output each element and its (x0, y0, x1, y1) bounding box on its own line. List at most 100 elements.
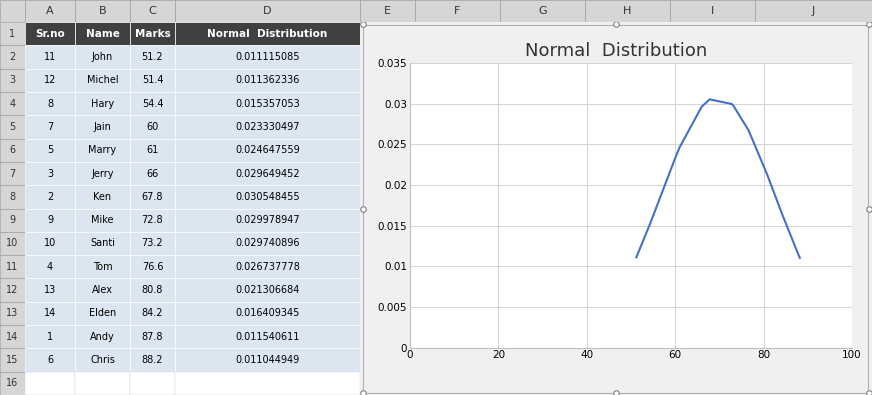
Text: Normal  Distribution: Normal Distribution (208, 29, 328, 39)
Bar (0, 45, 25, 69)
Text: A: A (46, 6, 54, 16)
Bar (0, 115, 25, 139)
Bar (175, 278, 360, 302)
Text: 11: 11 (44, 52, 56, 62)
Text: 14: 14 (44, 308, 56, 318)
Text: 0.029978947: 0.029978947 (235, 215, 300, 225)
Text: 1: 1 (47, 332, 53, 342)
Text: 84.2: 84.2 (142, 308, 163, 318)
Text: F: F (454, 6, 460, 16)
Text: Mike: Mike (92, 215, 113, 225)
Bar (130, 278, 175, 302)
Bar (670, 0, 755, 22)
Text: 4: 4 (10, 99, 16, 109)
Text: 2: 2 (47, 192, 53, 202)
Bar (500, 0, 585, 22)
Text: B: B (99, 6, 106, 16)
Text: 0.024647559: 0.024647559 (235, 145, 300, 155)
Bar (130, 255, 175, 278)
Text: Elden: Elden (89, 308, 116, 318)
Bar (25, 348, 75, 372)
Bar (130, 22, 175, 45)
Bar (130, 0, 175, 22)
Text: 0.029649452: 0.029649452 (235, 169, 300, 179)
Bar (25, 162, 75, 185)
Text: Normal  Distribution: Normal Distribution (525, 42, 707, 60)
Bar (25, 139, 75, 162)
Bar (755, 0, 872, 22)
Bar (175, 139, 360, 162)
Text: J: J (812, 6, 815, 16)
Text: 2: 2 (10, 52, 16, 62)
Bar (75, 115, 130, 139)
Text: Jain: Jain (93, 122, 112, 132)
Bar (75, 372, 130, 395)
Bar (130, 372, 175, 395)
Text: 0.021306684: 0.021306684 (235, 285, 300, 295)
Bar (25, 255, 75, 278)
Text: 0.011044949: 0.011044949 (235, 355, 300, 365)
Text: 73.2: 73.2 (141, 239, 163, 248)
Bar (0, 162, 25, 185)
Bar (175, 92, 360, 115)
Text: 9: 9 (47, 215, 53, 225)
Bar (75, 232, 130, 255)
Bar (75, 325, 130, 348)
Text: 3: 3 (10, 75, 16, 85)
Text: Marry: Marry (88, 145, 117, 155)
Text: 7: 7 (47, 122, 53, 132)
Text: 5: 5 (47, 145, 53, 155)
Text: 0.011362336: 0.011362336 (235, 75, 300, 85)
Text: Name: Name (85, 29, 119, 39)
Text: 0.011115085: 0.011115085 (235, 52, 300, 62)
Text: 76.6: 76.6 (142, 262, 163, 272)
Bar (75, 302, 130, 325)
Text: 9: 9 (10, 215, 16, 225)
Bar (175, 325, 360, 348)
Bar (130, 162, 175, 185)
Text: 10: 10 (44, 239, 56, 248)
Text: 88.2: 88.2 (142, 355, 163, 365)
Bar (0, 92, 25, 115)
Bar (130, 92, 175, 115)
Bar (25, 185, 75, 209)
Bar (75, 22, 130, 45)
Bar (130, 348, 175, 372)
Text: 54.4: 54.4 (142, 99, 163, 109)
Text: 0.016409345: 0.016409345 (235, 308, 300, 318)
Bar (0, 372, 25, 395)
Text: 0.026737778: 0.026737778 (235, 262, 300, 272)
Bar (585, 0, 670, 22)
Text: 61: 61 (146, 145, 159, 155)
Bar (175, 185, 360, 209)
Bar (0, 278, 25, 302)
Bar (75, 348, 130, 372)
Text: 6: 6 (47, 355, 53, 365)
Bar (25, 45, 75, 69)
Text: 7: 7 (10, 169, 16, 179)
Text: 67.8: 67.8 (142, 192, 163, 202)
Bar (25, 92, 75, 115)
Text: 51.4: 51.4 (142, 75, 163, 85)
Bar (175, 0, 360, 22)
Text: D: D (263, 6, 272, 16)
Bar (130, 45, 175, 69)
Bar (75, 185, 130, 209)
Text: C: C (148, 6, 156, 16)
Bar (75, 255, 130, 278)
Bar (0, 325, 25, 348)
Text: Michel: Michel (86, 75, 119, 85)
Bar (75, 162, 130, 185)
Bar (0, 348, 25, 372)
Bar (175, 162, 360, 185)
Bar (75, 0, 130, 22)
Bar (130, 185, 175, 209)
Text: 16: 16 (6, 378, 18, 388)
Text: 0.030548455: 0.030548455 (235, 192, 300, 202)
Text: John: John (92, 52, 113, 62)
Bar (25, 302, 75, 325)
Bar (175, 232, 360, 255)
Text: Chris: Chris (90, 355, 115, 365)
Bar (175, 302, 360, 325)
Text: 87.8: 87.8 (142, 332, 163, 342)
